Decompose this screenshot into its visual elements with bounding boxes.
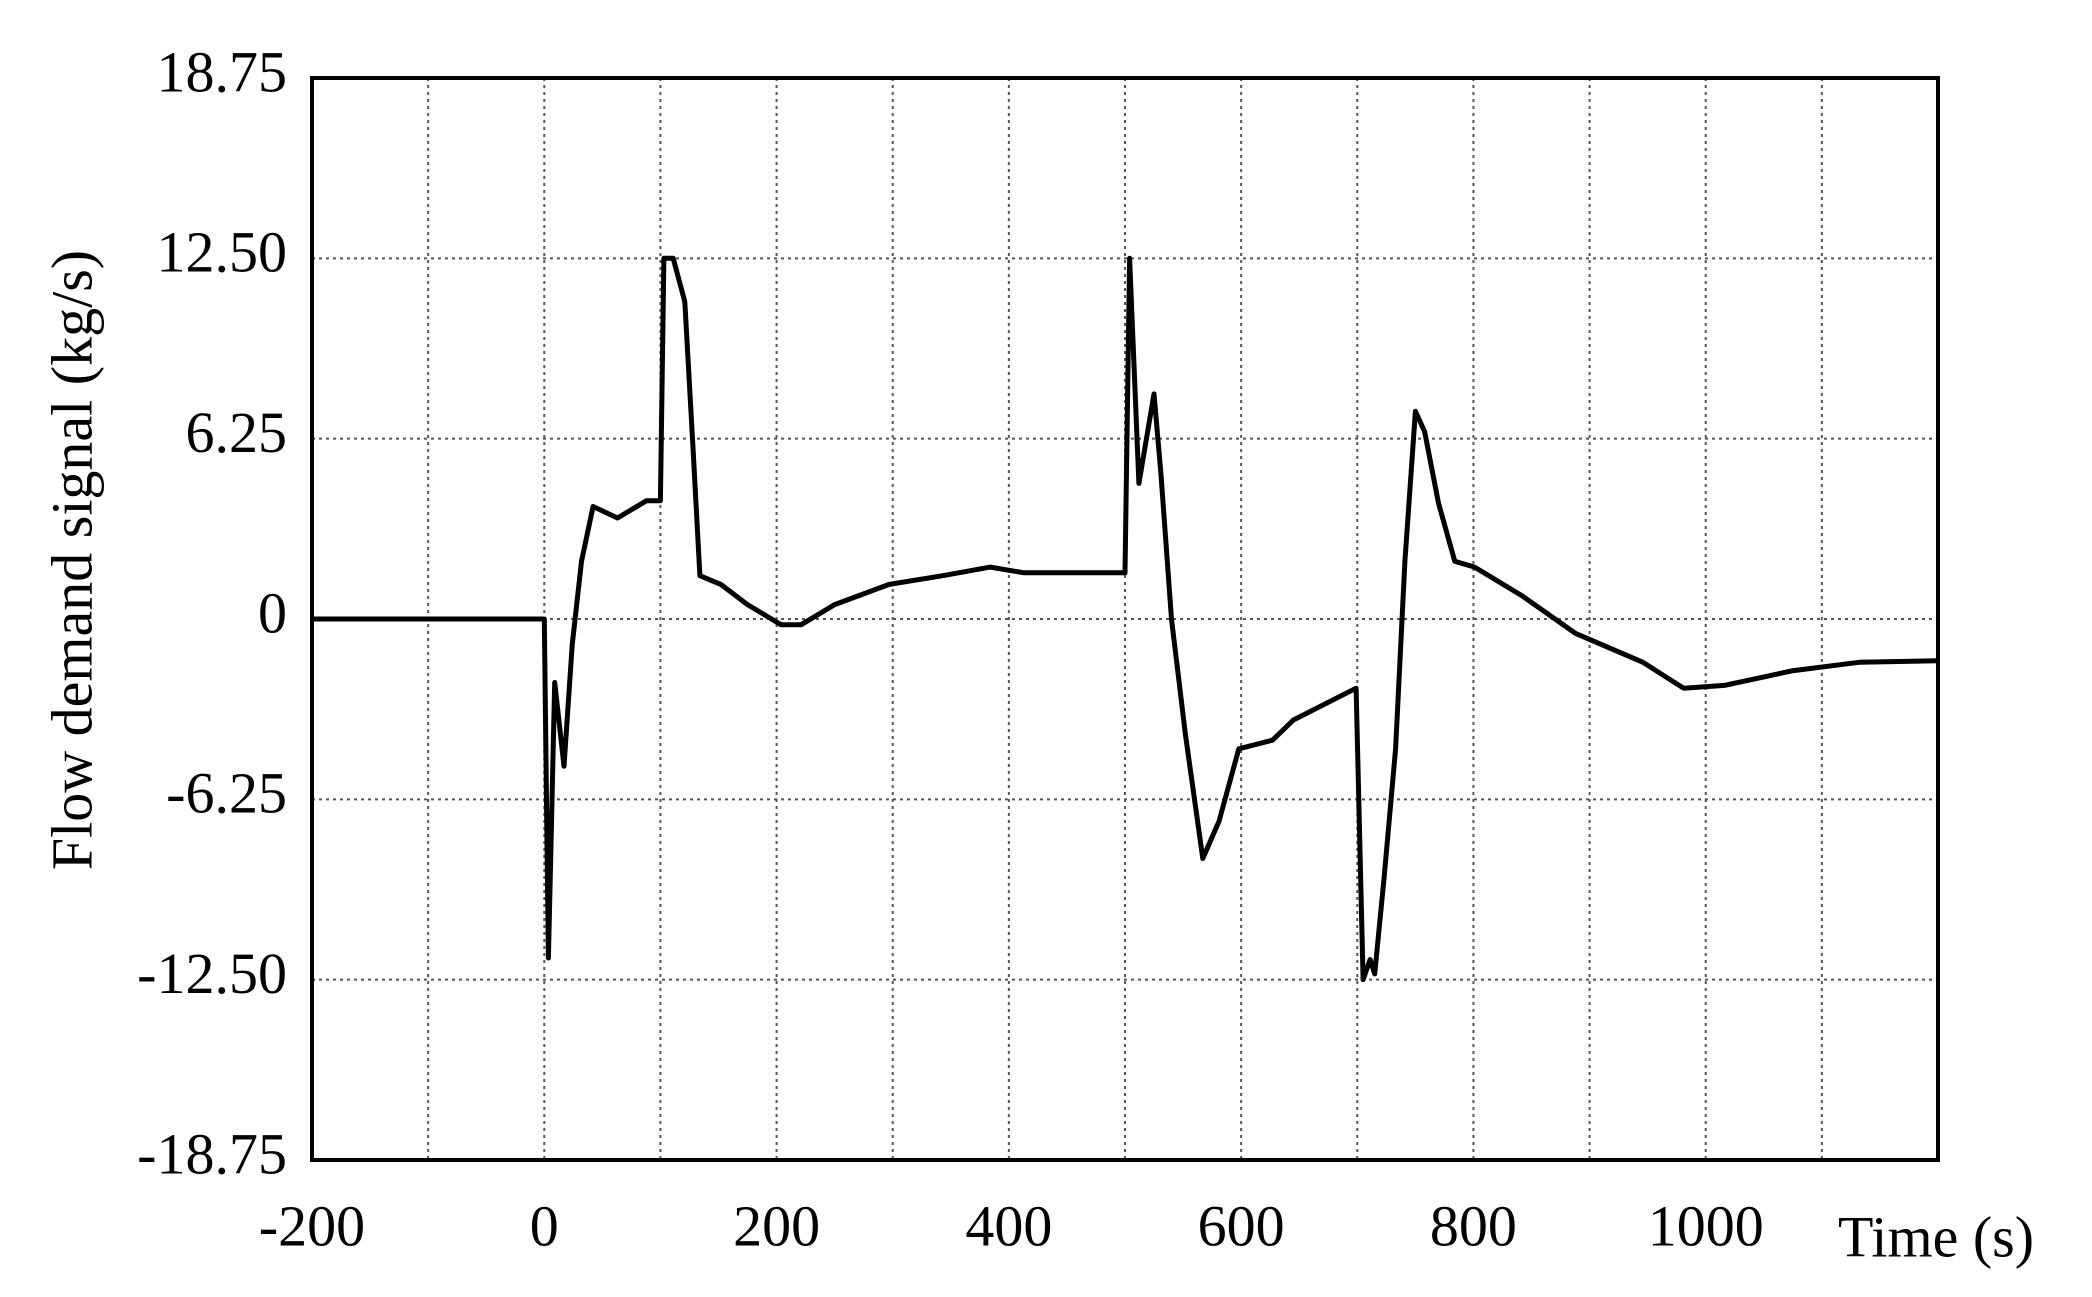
y-tick-label: -12.50	[137, 941, 287, 1006]
x-tick-label: 800	[1430, 1193, 1517, 1258]
y-tick-label: 6.25	[186, 400, 288, 465]
x-tick-label: 200	[733, 1193, 820, 1258]
x-tick-label: 0	[530, 1193, 559, 1258]
y-axis-label: Flow demand signal (kg/s)	[39, 250, 104, 870]
x-tick-label: -200	[259, 1193, 365, 1258]
x-tick-label: 400	[965, 1193, 1052, 1258]
y-tick-label: -6.25	[166, 761, 287, 826]
y-tick-label: -18.75	[137, 1121, 287, 1186]
y-tick-label: 12.50	[157, 220, 288, 285]
x-axis-label: Time (s)	[1838, 1204, 2034, 1269]
y-tick-label: 0	[258, 580, 287, 645]
y-tick-label: 18.75	[157, 39, 288, 104]
x-tick-label: 600	[1198, 1193, 1285, 1258]
x-tick-label: 1000	[1648, 1193, 1764, 1258]
data-line	[312, 255, 1939, 983]
